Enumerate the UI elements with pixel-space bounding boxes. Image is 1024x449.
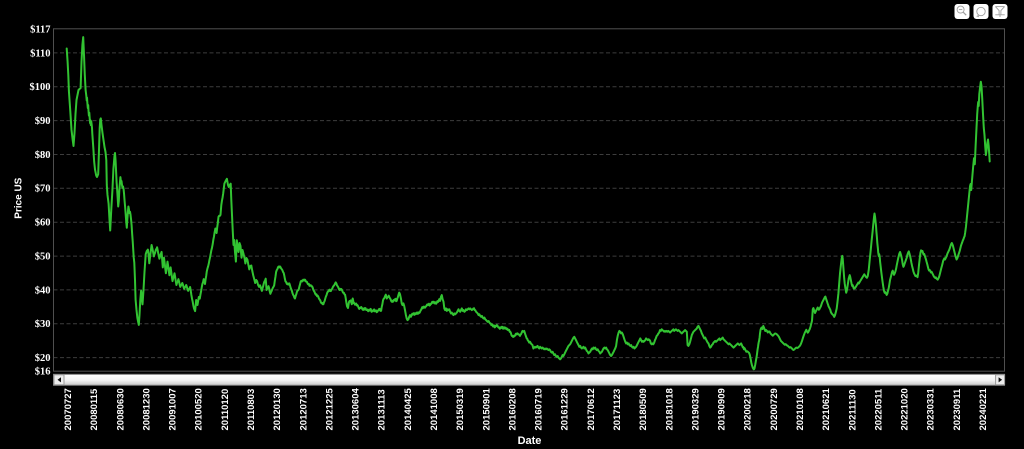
svg-text:$100: $100 bbox=[30, 82, 51, 93]
svg-text:20081230: 20081230 bbox=[141, 388, 152, 430]
svg-text:20110120: 20110120 bbox=[220, 389, 231, 431]
svg-text:$20: $20 bbox=[35, 353, 51, 364]
svg-text:$40: $40 bbox=[35, 285, 51, 296]
svg-text:20091007: 20091007 bbox=[168, 388, 179, 430]
svg-text:$90: $90 bbox=[35, 116, 51, 127]
svg-text:20200729: 20200729 bbox=[769, 388, 780, 430]
svg-text:20221020: 20221020 bbox=[900, 388, 911, 430]
svg-text:$16: $16 bbox=[35, 367, 51, 378]
svg-text:Price US: Price US bbox=[14, 177, 25, 218]
svg-text:20230331: 20230331 bbox=[926, 388, 937, 431]
svg-text:20100520: 20100520 bbox=[194, 388, 205, 430]
svg-text:$110: $110 bbox=[30, 48, 50, 59]
svg-text:20181018: 20181018 bbox=[664, 388, 675, 430]
svg-text:20211130: 20211130 bbox=[847, 389, 858, 430]
svg-text:$80: $80 bbox=[35, 150, 51, 161]
svg-text:20140425: 20140425 bbox=[403, 388, 414, 431]
svg-text:$50: $50 bbox=[35, 252, 51, 263]
svg-text:20121225: 20121225 bbox=[324, 388, 335, 431]
svg-text:20120130: 20120130 bbox=[272, 388, 283, 430]
svg-text:20171123: 20171123 bbox=[612, 389, 623, 431]
svg-text:20180509: 20180509 bbox=[638, 388, 649, 430]
svg-text:20150319: 20150319 bbox=[455, 388, 466, 430]
svg-text:20200218: 20200218 bbox=[743, 388, 754, 430]
svg-text:$70: $70 bbox=[35, 184, 51, 195]
svg-text:20190909: 20190909 bbox=[717, 388, 728, 430]
svg-text:$117: $117 bbox=[30, 25, 50, 36]
svg-text:20130604: 20130604 bbox=[351, 388, 362, 431]
svg-text:20131113: 20131113 bbox=[377, 389, 388, 430]
svg-text:20160719: 20160719 bbox=[534, 388, 545, 430]
svg-text:20170612: 20170612 bbox=[586, 388, 597, 430]
svg-text:20190329: 20190329 bbox=[690, 388, 701, 430]
svg-text:20141008: 20141008 bbox=[429, 388, 440, 430]
svg-text:20230911: 20230911 bbox=[952, 388, 963, 430]
svg-text:20240221: 20240221 bbox=[978, 388, 989, 431]
svg-text:20160208: 20160208 bbox=[507, 388, 518, 430]
svg-text:20210108: 20210108 bbox=[795, 388, 806, 430]
svg-text:20110803: 20110803 bbox=[246, 389, 257, 431]
svg-text:20070727: 20070727 bbox=[63, 388, 74, 430]
svg-text:20150901: 20150901 bbox=[481, 388, 492, 431]
svg-text:20080115: 20080115 bbox=[89, 388, 100, 430]
svg-text:20080630: 20080630 bbox=[115, 388, 126, 430]
svg-text:$30: $30 bbox=[35, 319, 51, 330]
svg-text:20161229: 20161229 bbox=[560, 388, 571, 430]
svg-text:20120713: 20120713 bbox=[298, 388, 309, 430]
svg-text:Date: Date bbox=[518, 435, 542, 447]
svg-text:$60: $60 bbox=[35, 218, 51, 229]
svg-text:20220511: 20220511 bbox=[873, 388, 884, 430]
svg-text:20210621: 20210621 bbox=[821, 388, 832, 431]
